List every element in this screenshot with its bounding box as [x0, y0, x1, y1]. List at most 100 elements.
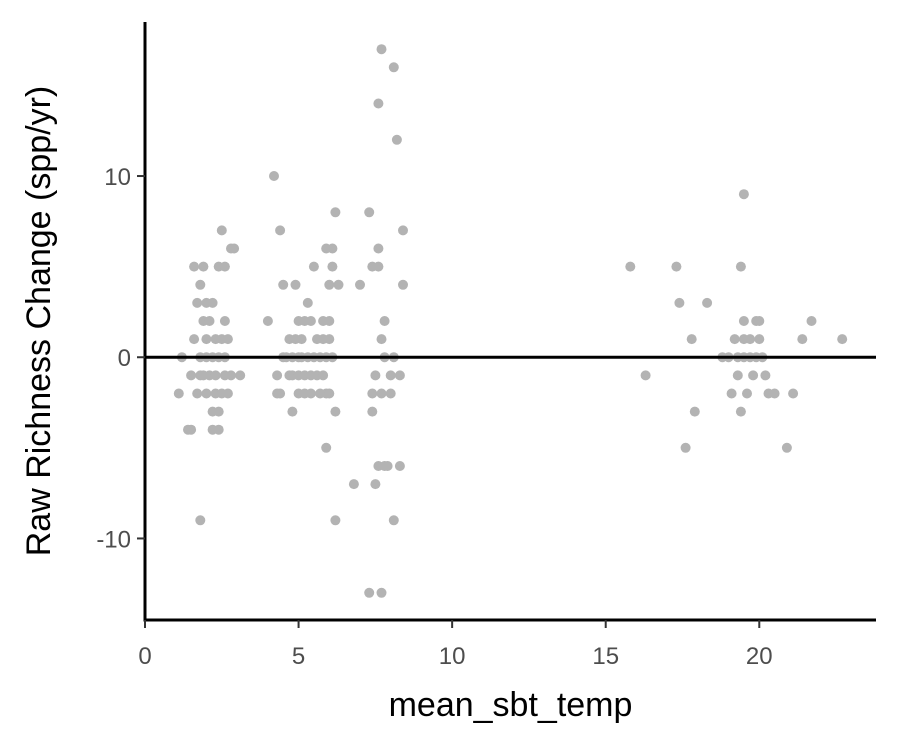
data-point [327, 243, 338, 254]
data-point [837, 334, 848, 345]
data-point [324, 334, 335, 345]
data-point [226, 370, 236, 381]
data-point [275, 225, 286, 236]
data-point [198, 261, 209, 272]
data-point [686, 334, 697, 345]
data-point [290, 279, 301, 290]
data-point [367, 406, 378, 417]
y-tick-label: -10 [96, 526, 131, 553]
data-point [625, 261, 636, 272]
data-point [370, 479, 381, 490]
data-point [330, 207, 341, 218]
data-point [376, 334, 387, 345]
x-tick-label: 5 [292, 643, 305, 670]
data-point [305, 316, 316, 326]
data-point [742, 388, 752, 399]
data-point [376, 587, 387, 598]
data-point [385, 370, 396, 381]
data-point [373, 243, 384, 254]
data-point [318, 370, 329, 381]
data-point [262, 316, 273, 326]
data-point [324, 388, 335, 399]
data-point [364, 587, 375, 598]
data-point [754, 316, 765, 326]
data-point [370, 370, 381, 381]
data-point [305, 388, 316, 399]
data-point [229, 243, 240, 254]
data-point [324, 279, 335, 290]
data-point [189, 334, 200, 345]
data-point [308, 261, 319, 272]
data-point [235, 370, 246, 381]
data-point [729, 334, 740, 345]
data-point [210, 370, 221, 381]
data-point [760, 370, 771, 381]
data-point [788, 388, 799, 399]
data-point [732, 370, 743, 381]
data-point [222, 334, 233, 345]
data-point [213, 424, 224, 435]
data-point [296, 334, 307, 345]
data-point [391, 134, 402, 145]
data-point [355, 279, 365, 290]
data-point [726, 388, 737, 399]
data-point [702, 297, 713, 308]
data-point [204, 316, 215, 326]
data-point [671, 261, 682, 272]
data-point [640, 370, 651, 381]
data-point [806, 316, 817, 326]
data-point [324, 316, 335, 326]
data-point [321, 442, 332, 453]
data-point [302, 297, 313, 308]
data-point [398, 225, 408, 236]
y-axis-title: Raw Richness Change (spp/yr) [20, 86, 58, 557]
data-point [388, 62, 399, 73]
data-point [376, 44, 387, 55]
data-point [201, 388, 212, 399]
data-point [173, 388, 184, 399]
data-point [213, 406, 224, 417]
y-axis-ticks: -10 0 10 [96, 164, 145, 553]
x-axis-title: mean_sbt_temp [389, 686, 633, 724]
x-tick-label: 15 [592, 643, 619, 670]
data-point [379, 316, 390, 326]
data-point [738, 316, 749, 326]
data-point [373, 261, 384, 272]
data-point [394, 461, 405, 471]
data-point [797, 334, 808, 345]
data-point [216, 225, 227, 236]
data-point [674, 297, 685, 308]
data-point [287, 406, 298, 417]
data-point [330, 406, 341, 417]
data-point [364, 207, 375, 218]
data-point [192, 388, 203, 399]
x-tick-label: 20 [746, 643, 773, 670]
data-point [394, 370, 405, 381]
data-point [330, 515, 341, 526]
data-point [219, 261, 230, 272]
data-point [769, 388, 780, 399]
data-point [195, 279, 206, 290]
data-point [376, 388, 387, 399]
data-point [207, 297, 218, 308]
data-point [201, 334, 212, 345]
data-point [748, 370, 759, 381]
data-point [385, 388, 396, 399]
data-point [219, 316, 230, 326]
data-point [738, 189, 749, 200]
x-tick-label: 10 [439, 643, 466, 670]
data-point [186, 424, 197, 435]
y-tick-label: 0 [118, 345, 131, 372]
y-tick-label: 10 [104, 164, 131, 191]
data-point [382, 461, 393, 471]
data-point [781, 442, 792, 453]
x-tick-label: 0 [138, 643, 151, 670]
data-point [189, 261, 200, 272]
data-point [689, 406, 700, 417]
data-point [398, 279, 408, 290]
data-point [680, 442, 691, 453]
data-point [735, 261, 746, 272]
data-point [745, 334, 756, 345]
data-point [222, 388, 233, 399]
